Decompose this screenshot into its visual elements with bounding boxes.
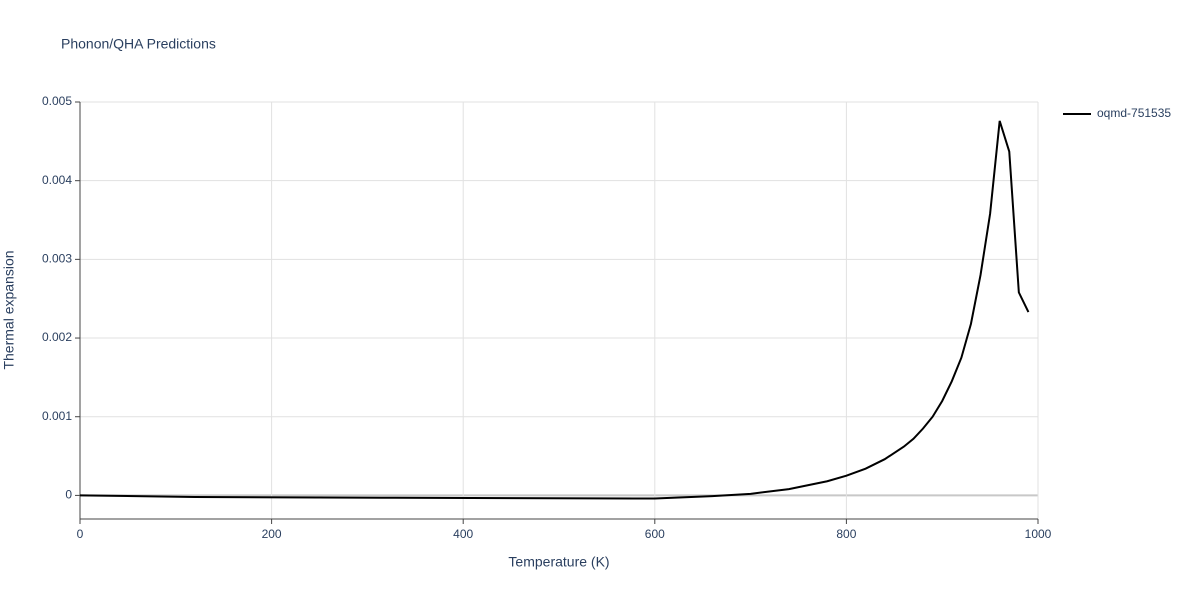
y-tick-label: 0 [65, 488, 72, 502]
y-axis-title: Thermal expansion [1, 250, 17, 369]
y-tick-label: 0.004 [42, 173, 72, 187]
y-tick-label: 0.001 [42, 409, 72, 423]
x-tick-label: 200 [262, 527, 282, 541]
data-line [79, 120, 1030, 500]
x-tick-label: 800 [836, 527, 856, 541]
x-tick-label: 0 [77, 527, 84, 541]
x-tick-label: 400 [453, 527, 473, 541]
x-tick-label: 1000 [1025, 527, 1052, 541]
y-tick-label: 0.005 [42, 94, 72, 108]
y-tick-label: 0.003 [42, 252, 72, 266]
x-axis-title: Temperature (K) [508, 554, 609, 570]
x-tick-label: 600 [645, 527, 665, 541]
y-tick-label: 0.002 [42, 330, 72, 344]
legend-label: oqmd-751535 [1097, 106, 1171, 120]
chart-title: Phonon/QHA Predictions [61, 36, 216, 52]
